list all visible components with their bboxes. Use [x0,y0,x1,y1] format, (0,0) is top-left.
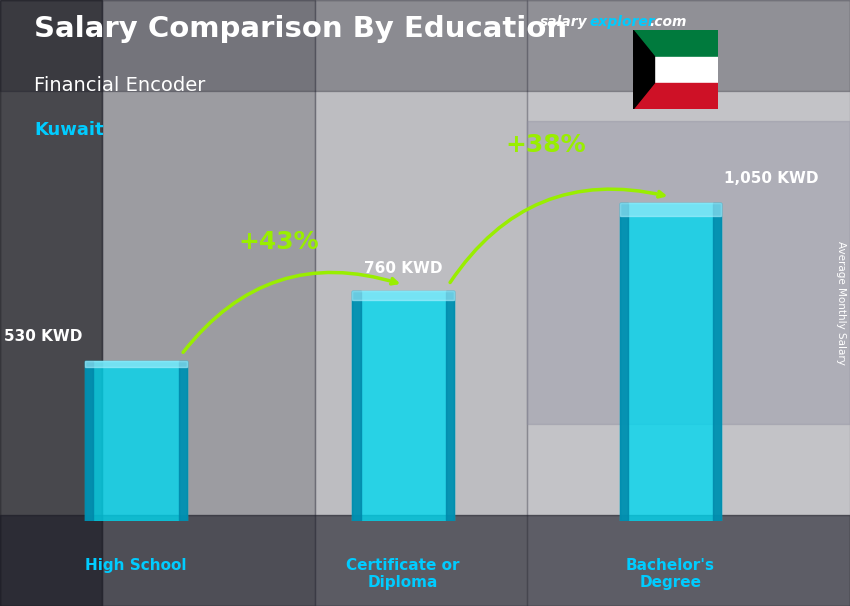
Bar [620,203,721,216]
Bar [314,0,527,606]
Bar [178,361,187,521]
Bar [85,361,94,521]
Bar [102,0,314,606]
Bar [527,0,850,606]
Bar [627,203,713,521]
Bar [353,291,360,521]
Bar [94,361,178,521]
Bar [633,83,718,109]
Text: explorer: explorer [589,15,654,29]
Bar [0,0,102,606]
Bar [353,291,454,300]
Text: 1,050 KWD: 1,050 KWD [723,171,819,187]
Text: +43%: +43% [239,230,320,255]
Text: Financial Encoder: Financial Encoder [34,76,206,95]
Bar [633,30,718,56]
Text: 760 KWD: 760 KWD [364,261,442,276]
Bar [527,121,850,424]
Bar [0,0,850,91]
Text: .com: .com [649,15,687,29]
Text: Average Monthly Salary: Average Monthly Salary [836,241,846,365]
Text: 530 KWD: 530 KWD [4,329,82,344]
Text: Bachelor's
Degree: Bachelor's Degree [626,558,715,590]
Text: Kuwait: Kuwait [34,121,104,139]
Text: High School: High School [85,558,187,573]
Text: salary: salary [540,15,587,29]
Bar [713,203,721,521]
Text: Salary Comparison By Education: Salary Comparison By Education [34,15,567,43]
Text: +38%: +38% [506,133,586,158]
Text: Certificate or
Diploma: Certificate or Diploma [347,558,460,590]
Bar [85,361,187,367]
Bar [620,203,721,521]
Polygon shape [633,30,654,109]
Bar [85,361,187,521]
Bar [360,291,445,521]
Bar [353,291,454,521]
Bar [620,203,627,521]
Bar [0,515,850,606]
Bar [633,56,718,83]
Bar [445,291,454,521]
